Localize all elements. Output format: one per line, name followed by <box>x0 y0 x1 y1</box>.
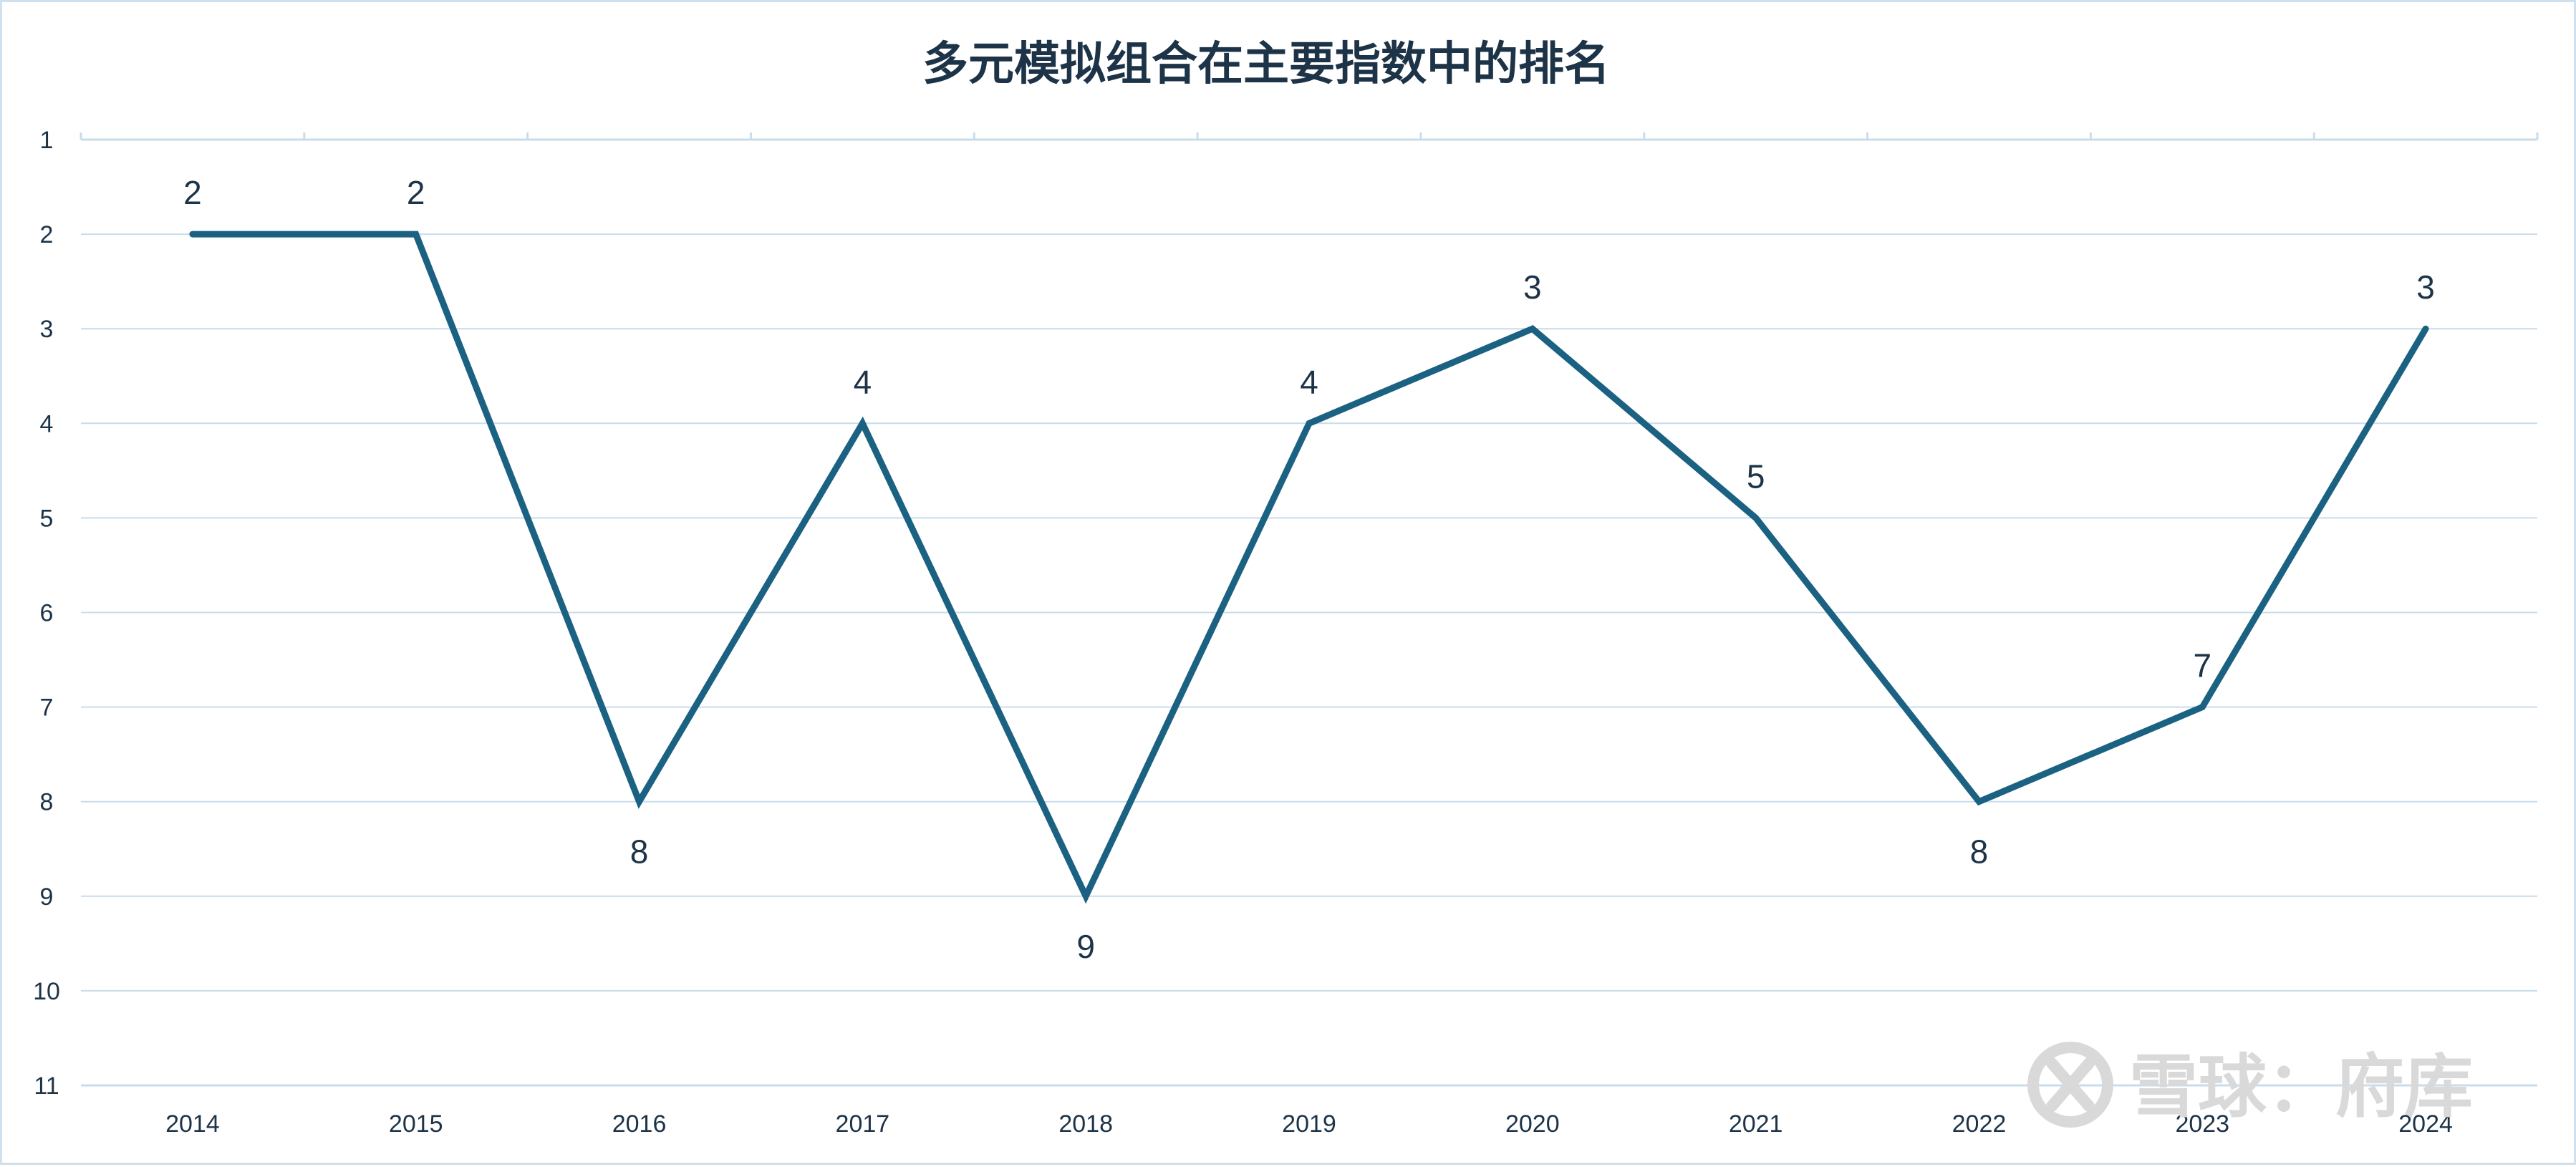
data-label: 5 <box>1747 457 1765 495</box>
y-tick-label: 4 <box>40 410 54 437</box>
chart-title: 多元模拟组合在主要指数中的排名 <box>922 38 1610 91</box>
y-tick-label: 9 <box>40 883 54 911</box>
x-tick-label: 2014 <box>165 1110 220 1138</box>
y-tick-label: 1 <box>40 127 54 154</box>
x-tick-label: 2024 <box>2398 1110 2453 1138</box>
x-tick-label: 2020 <box>1505 1110 1560 1138</box>
x-tick-label: 2015 <box>389 1110 443 1138</box>
data-label: 8 <box>630 833 649 871</box>
y-tick-label: 11 <box>34 1072 59 1100</box>
x-tick-label: 2021 <box>1729 1110 1783 1138</box>
data-label: 8 <box>1970 833 1989 871</box>
series-layer <box>189 231 2429 904</box>
data-label: 3 <box>1523 268 1542 306</box>
x-tick-label: 2019 <box>1282 1110 1336 1138</box>
data-label: 4 <box>1300 363 1318 400</box>
watermark: 雪球：府库 <box>2027 1042 2473 1128</box>
series-line <box>189 231 2429 904</box>
data-label: 2 <box>183 174 202 211</box>
y-tick-label: 8 <box>40 789 54 816</box>
data-label: 4 <box>854 363 872 400</box>
y-tick-label: 10 <box>33 978 60 1005</box>
watermark-text: 雪球：府库 <box>2129 1047 2473 1127</box>
y-axis-ticks: 1 2 3 4 5 6 7 8 9 10 11 <box>33 127 60 1100</box>
data-labels: 2 2 8 4 9 4 3 5 8 7 3 <box>183 174 2435 965</box>
data-label: 7 <box>2193 647 2211 684</box>
x-tick-label: 2022 <box>1952 1110 2007 1138</box>
y-tick-label: 6 <box>40 600 54 627</box>
y-tick-label: 5 <box>40 505 54 532</box>
gridlines <box>79 132 2539 1087</box>
x-tick-label: 2018 <box>1058 1110 1113 1138</box>
snowball-logo-icon <box>2027 1042 2113 1128</box>
data-label: 9 <box>1076 928 1095 965</box>
x-tick-label: 2017 <box>836 1110 890 1138</box>
x-tick-label: 2023 <box>2175 1110 2229 1138</box>
x-tick-label: 2016 <box>612 1110 667 1138</box>
y-tick-label: 2 <box>40 221 54 248</box>
y-tick-label: 3 <box>40 316 54 343</box>
x-axis-ticks: 2014 2015 2016 2017 2018 2019 2020 2021 2022 2023… <box>165 1110 2453 1138</box>
data-label: 2 <box>407 174 425 211</box>
data-label: 3 <box>2416 268 2435 306</box>
y-tick-label: 7 <box>40 694 54 722</box>
